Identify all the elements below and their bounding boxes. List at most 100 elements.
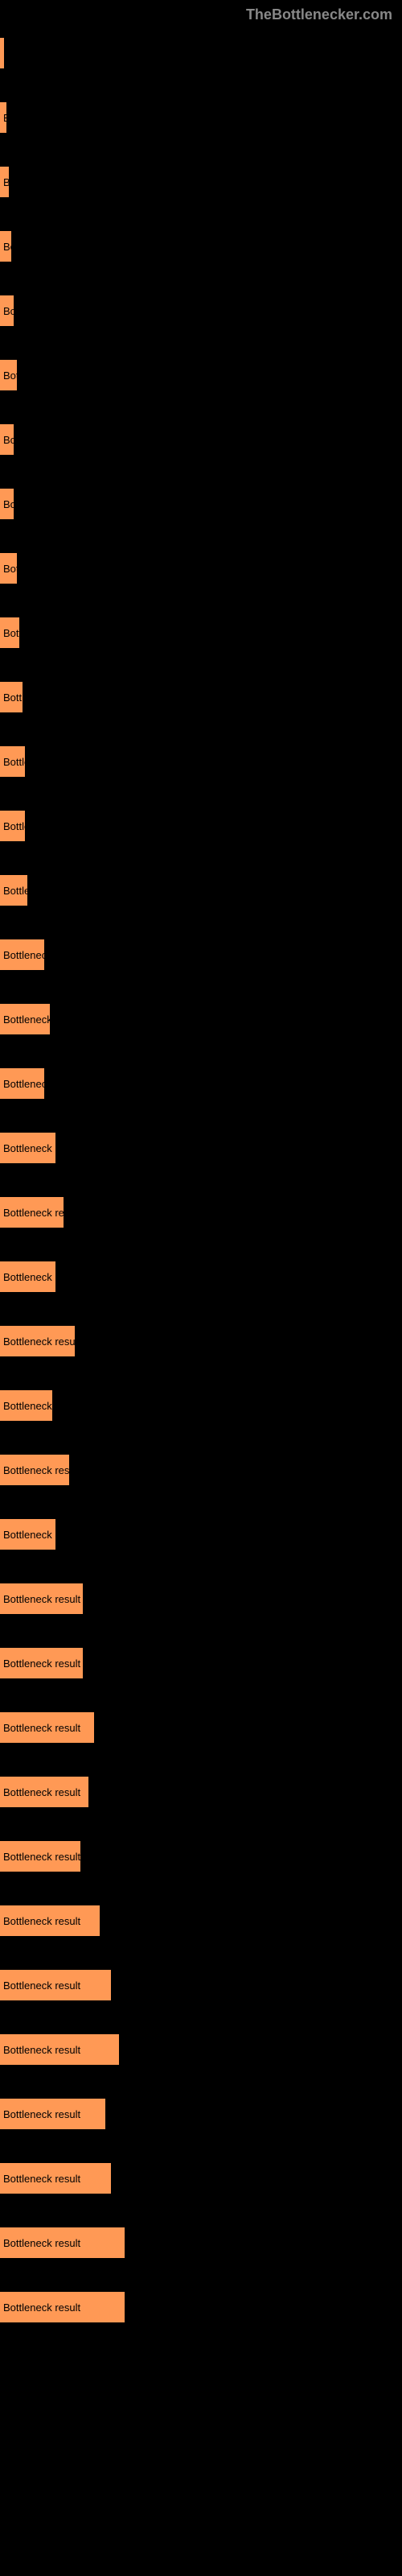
bar-label: Bottleneck result	[3, 1851, 80, 1863]
bar: Bottleneck result	[0, 1068, 44, 1099]
bar-label: Bottleneck result	[3, 1722, 80, 1734]
bar: Bottleneck result	[0, 2099, 105, 2129]
bar-label: Bottleneck result	[3, 241, 11, 253]
bar: Bottleneck result	[0, 875, 27, 906]
bar-row: Bottleneck result	[0, 553, 402, 584]
bar-row: Bottleneck result	[0, 1455, 402, 1485]
bar-row: Bottleneck result	[0, 1197, 402, 1228]
bar-label: Bottleneck result	[3, 1464, 69, 1476]
bar-row: Bottleneck result	[0, 38, 402, 68]
bar: Bottleneck result	[0, 38, 4, 68]
bar-label: Bottleneck result	[3, 1529, 55, 1541]
bar: Bottleneck result	[0, 295, 14, 326]
bar-row: Bottleneck result	[0, 875, 402, 906]
bar: Bottleneck result	[0, 1583, 83, 1614]
bar-label: Bottleneck result	[3, 885, 27, 897]
bar: Bottleneck result	[0, 1197, 64, 1228]
bar-row: Bottleneck result	[0, 617, 402, 648]
bar-label: Bottleneck result	[3, 1915, 80, 1927]
bar: Bottleneck result	[0, 2163, 111, 2194]
bar: Bottleneck result	[0, 811, 25, 841]
bar: Bottleneck result	[0, 1970, 111, 2000]
bar: Bottleneck result	[0, 167, 9, 197]
bar: Bottleneck result	[0, 1390, 52, 1421]
bar-label: Bottleneck result	[3, 820, 25, 832]
bar-row: Bottleneck result	[0, 1777, 402, 1807]
bar: Bottleneck result	[0, 617, 19, 648]
bar-label: Bottleneck result	[3, 176, 9, 188]
bar-row: Bottleneck result	[0, 1068, 402, 1099]
bar-row: Bottleneck result	[0, 360, 402, 390]
bar-label: Bottleneck result	[3, 2044, 80, 2056]
bar-row: Bottleneck result	[0, 1970, 402, 2000]
bar-label: Bottleneck result	[3, 1979, 80, 1992]
bar-label: Bottleneck result	[3, 1271, 55, 1283]
bar-row: Bottleneck result	[0, 295, 402, 326]
bar-label: Bottleneck result	[3, 112, 6, 124]
bar: Bottleneck result	[0, 1648, 83, 1678]
bar-label: Bottleneck result	[3, 1657, 80, 1670]
bar: Bottleneck result	[0, 1841, 80, 1872]
bar-label: Bottleneck result	[3, 1593, 80, 1605]
bar: Bottleneck result	[0, 553, 17, 584]
bar: Bottleneck result	[0, 2227, 125, 2258]
bar: Bottleneck result	[0, 1712, 94, 1743]
bar: Bottleneck result	[0, 1326, 75, 1356]
bar: Bottleneck result	[0, 1133, 55, 1163]
bar-row: Bottleneck result	[0, 2163, 402, 2194]
bar-row: Bottleneck result	[0, 231, 402, 262]
bar: Bottleneck result	[0, 424, 14, 455]
bar: Bottleneck result	[0, 360, 17, 390]
bar-label: Bottleneck result	[3, 1786, 80, 1798]
bar: Bottleneck result	[0, 2292, 125, 2322]
bar-label: Bottleneck result	[3, 2108, 80, 2120]
bar-row: Bottleneck result	[0, 1905, 402, 1936]
bar: Bottleneck result	[0, 1261, 55, 1292]
bar-row: Bottleneck result	[0, 424, 402, 455]
bar: Bottleneck result	[0, 489, 14, 519]
bar-row: Bottleneck result	[0, 1390, 402, 1421]
bar-row: Bottleneck result	[0, 2292, 402, 2322]
bar-label: Bottleneck result	[3, 47, 4, 60]
bar-label: Bottleneck result	[3, 949, 44, 961]
bar: Bottleneck result	[0, 1519, 55, 1550]
bar-row: Bottleneck result	[0, 746, 402, 777]
bar: Bottleneck result	[0, 1455, 69, 1485]
bar-label: Bottleneck result	[3, 434, 14, 446]
bar-row: Bottleneck result	[0, 1261, 402, 1292]
bar-label: Bottleneck result	[3, 563, 17, 575]
bar-row: Bottleneck result	[0, 1133, 402, 1163]
bar: Bottleneck result	[0, 2034, 119, 2065]
bar-row: Bottleneck result	[0, 811, 402, 841]
bar: Bottleneck result	[0, 746, 25, 777]
bar: Bottleneck result	[0, 1905, 100, 1936]
bar-label: Bottleneck result	[3, 305, 14, 317]
bar-chart: Bottleneck result Bottleneck result Bottle…	[0, 30, 402, 2364]
bar-row: Bottleneck result	[0, 2227, 402, 2258]
bar-row: Bottleneck result	[0, 939, 402, 970]
bar: Bottleneck result	[0, 939, 44, 970]
bar: Bottleneck result	[0, 231, 11, 262]
bar: Bottleneck result	[0, 1777, 88, 1807]
bar: Bottleneck result	[0, 1004, 50, 1034]
bar-label: Bottleneck result	[3, 1207, 64, 1219]
bar-label: Bottleneck result	[3, 1013, 50, 1026]
bar-label: Bottleneck result	[3, 2173, 80, 2185]
bar-label: Bottleneck result	[3, 1142, 55, 1154]
header: TheBottlenecker.com	[0, 0, 402, 30]
bar-label: Bottleneck result	[3, 1335, 75, 1348]
bar-label: Bottleneck result	[3, 1078, 44, 1090]
bar-label: Bottleneck result	[3, 2237, 80, 2249]
site-name: TheBottlenecker.com	[246, 6, 392, 23]
bar-row: Bottleneck result	[0, 1648, 402, 1678]
bar-label: Bottleneck result	[3, 498, 14, 510]
bar-label: Bottleneck result	[3, 627, 19, 639]
bar-row: Bottleneck result	[0, 2099, 402, 2129]
bar-label: Bottleneck result	[3, 756, 25, 768]
bar-row: Bottleneck result	[0, 102, 402, 133]
bar-label: Bottleneck result	[3, 2301, 80, 2314]
bar-row: Bottleneck result	[0, 1583, 402, 1614]
bar-row: Bottleneck result	[0, 1326, 402, 1356]
bar-label: Bottleneck result	[3, 1400, 52, 1412]
bar-row: Bottleneck result	[0, 167, 402, 197]
